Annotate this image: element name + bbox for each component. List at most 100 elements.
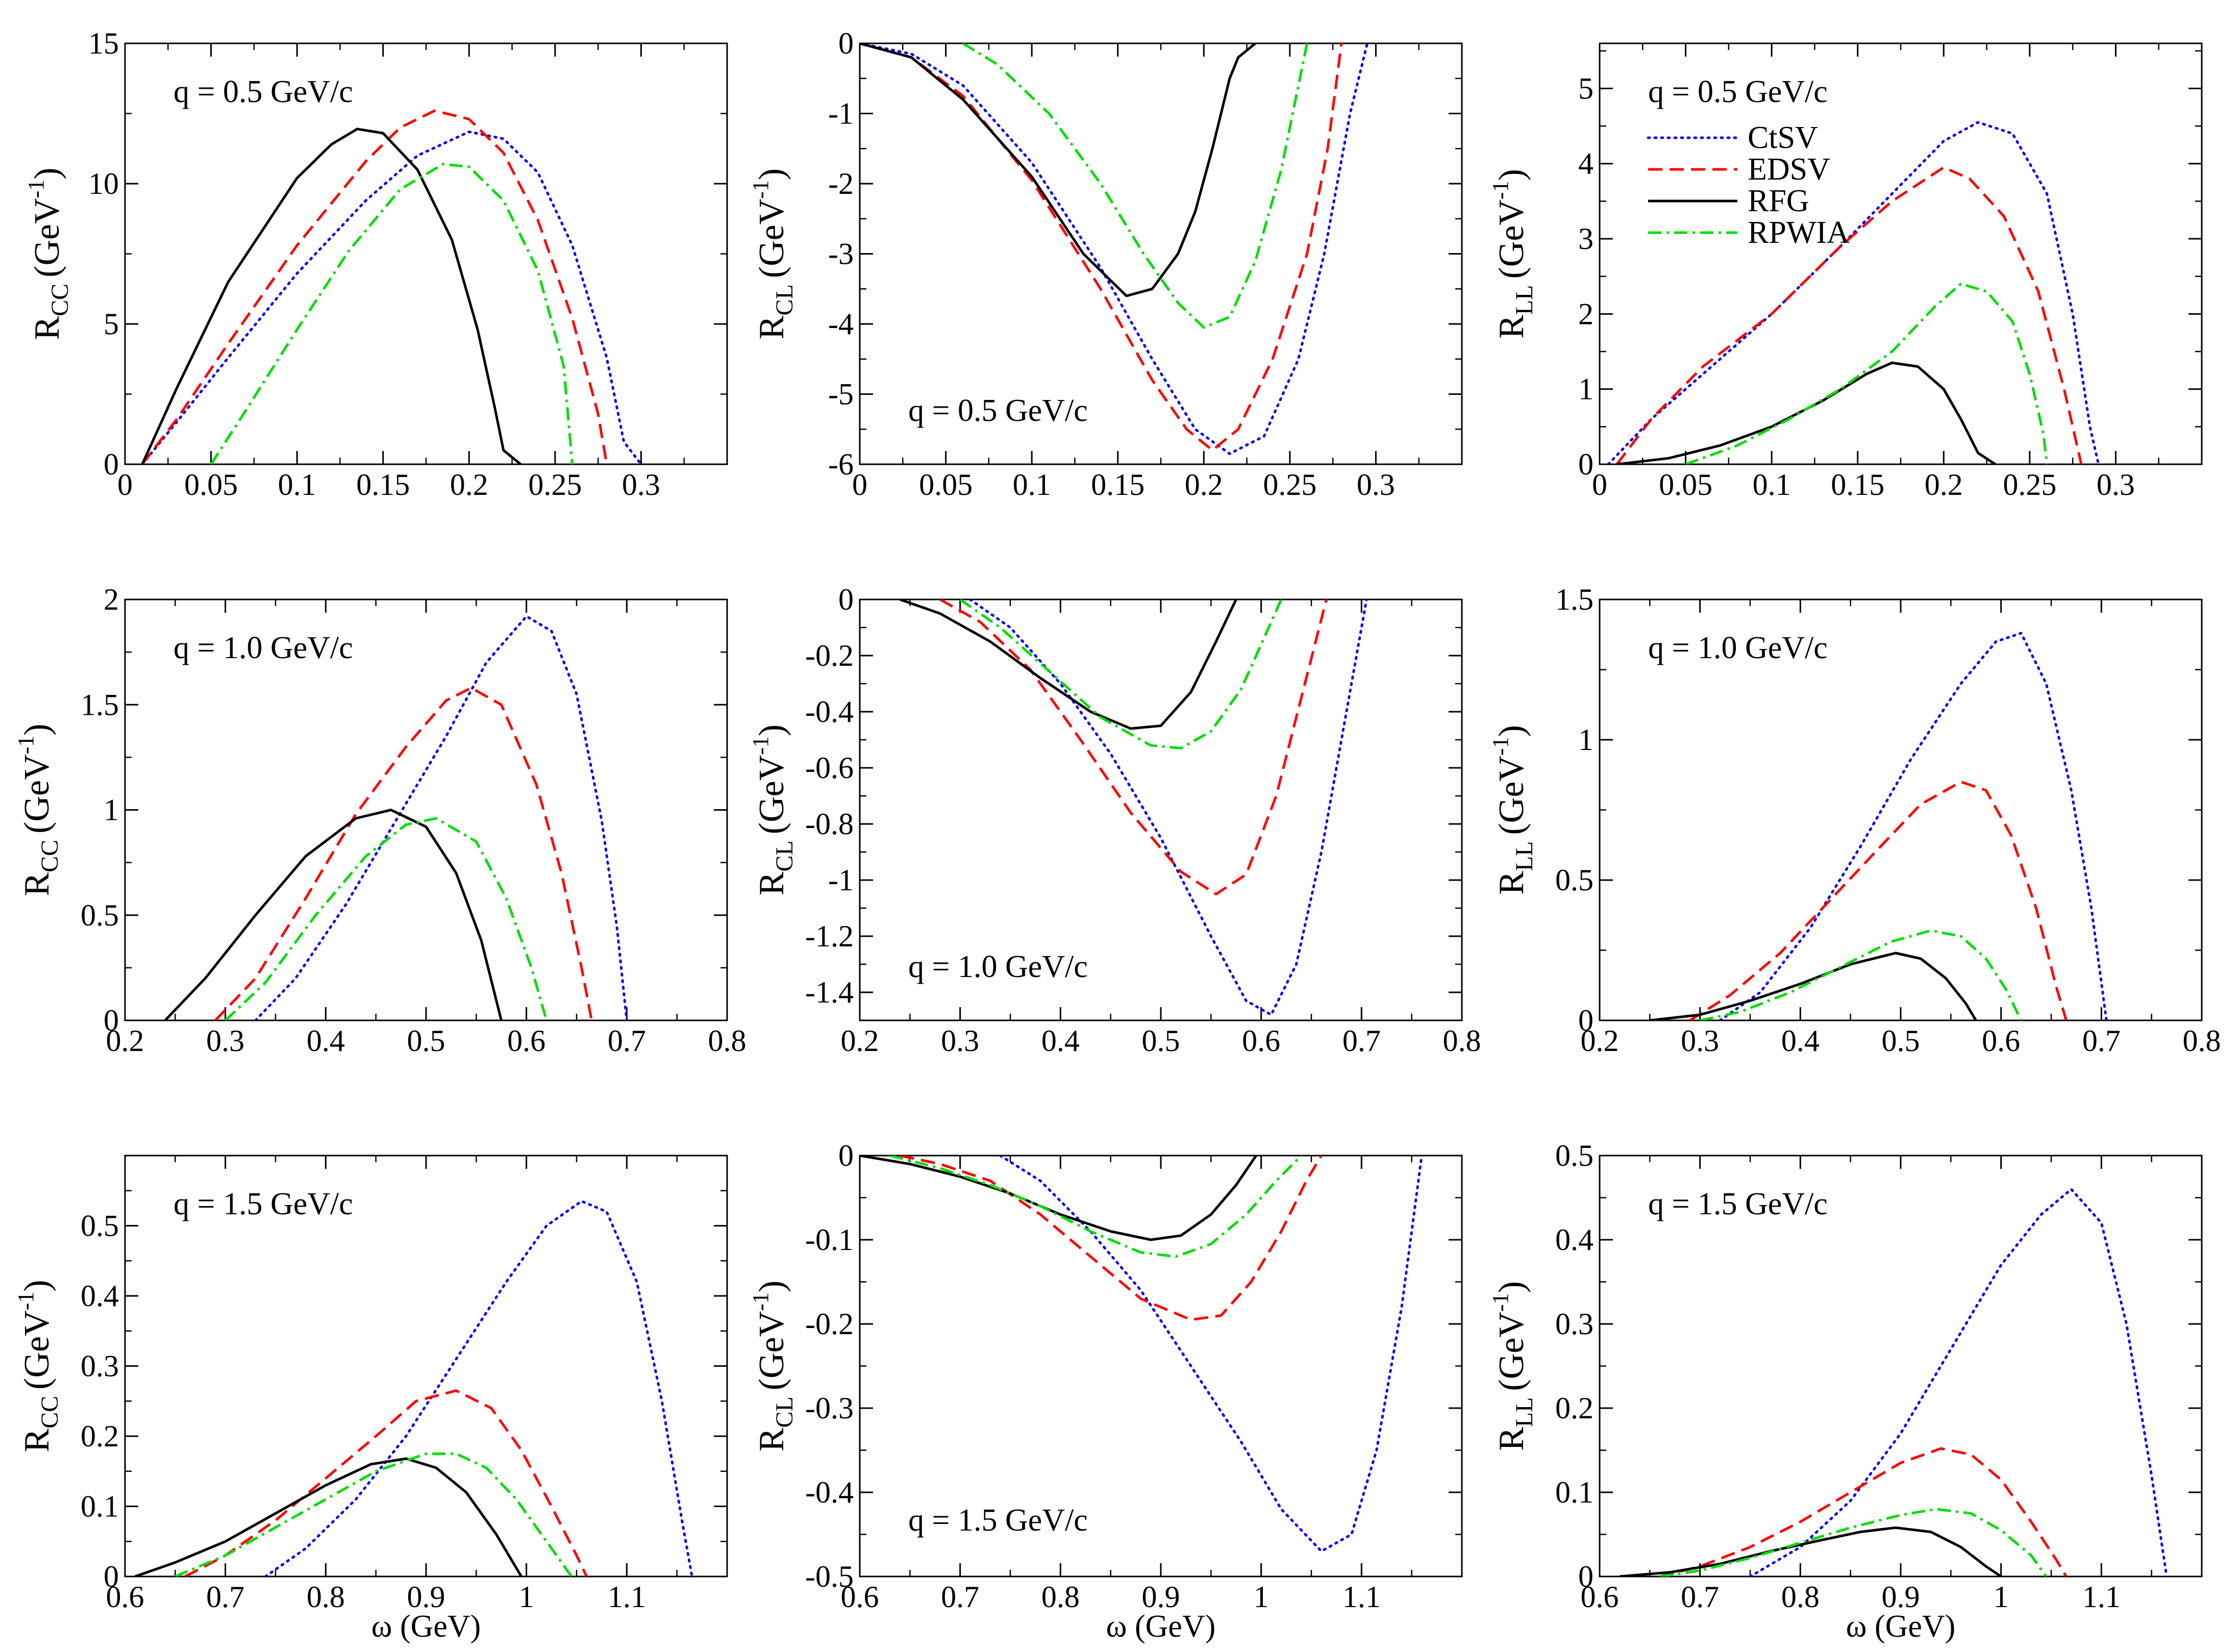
series-ctsv-line: [860, 43, 1369, 455]
x-tick-label: 1.1: [1342, 1580, 1381, 1614]
series-edsv-line: [1659, 1447, 2068, 1576]
panel-p10: 0.2 0.3 0.4 0.5 0.6 0.7 0.8 0 0.5 1 1.5 2 q = 1.0 Ge…: [13, 583, 746, 1058]
x-axis-label: ω (GeV): [371, 1609, 481, 1644]
y-axis-label: RCL(GeV-1): [748, 1281, 798, 1452]
x-tick-label: 0.2: [1581, 1024, 1619, 1058]
y-tick-label: 1: [104, 793, 119, 827]
q-value-label: q = 1.0 GeV/c: [1648, 631, 1828, 665]
series-rpwia-line: [1659, 1508, 2048, 1576]
q-value-label: q = 1.5 GeV/c: [1648, 1187, 1828, 1221]
q-value-label: q = 0.5 GeV/c: [173, 74, 353, 109]
x-tick-label: 0.5: [1882, 1024, 1920, 1058]
x-tick-label: 0.9: [407, 1580, 445, 1614]
x-tick-label: 0.2: [1185, 468, 1223, 502]
y-tick-label: -1: [828, 97, 854, 131]
x-tick-label: 0.9: [1142, 1580, 1180, 1614]
x-tick-label: 0.3: [206, 1024, 244, 1058]
y-tick-label: 0: [104, 447, 119, 481]
series-rpwia-line: [1700, 929, 2023, 1020]
x-tick-label: 0.8: [1781, 1580, 1820, 1614]
x-tick-label: 0: [117, 468, 133, 502]
x-tick-label: 0.7: [206, 1580, 244, 1614]
y-tick-label: -0.3: [805, 1391, 854, 1425]
y-tick-label: -6: [828, 447, 854, 481]
y-tick-label: 1: [1578, 372, 1594, 406]
q-value-label: q = 0.5 GeV/c: [1648, 74, 1828, 109]
x-tick-label: 0.6: [1242, 1024, 1280, 1058]
x-axis-label: ω (GeV): [1106, 1609, 1216, 1644]
y-tick-label: 2: [1578, 297, 1594, 331]
q-value-label: q = 1.0 GeV/c: [173, 631, 353, 665]
y-axis-label: RLL(GeV-1): [1488, 1281, 1538, 1451]
y-tick-label: 1: [1578, 723, 1594, 757]
x-tick-label: 0.8: [1041, 1580, 1080, 1614]
x-tick-label: 0.4: [1781, 1024, 1820, 1058]
series-ctsv-line: [1719, 632, 2108, 1020]
series-ctsv-line: [968, 599, 1368, 1016]
y-tick-label: 0: [838, 583, 854, 616]
y-axis-label: RCC(GeV-1): [23, 167, 73, 340]
x-tick-label: 0.6: [106, 1580, 144, 1614]
x-tick-label: 0.3: [941, 1024, 979, 1058]
y-tick-label: 2: [104, 583, 119, 616]
series-ctsv-line: [254, 615, 628, 1020]
y-tick-label: 0.5: [81, 898, 119, 932]
y-tick-label: 0.5: [81, 1209, 119, 1243]
y-tick-label: -1.2: [805, 919, 854, 953]
x-tick-label: 0: [1592, 468, 1607, 502]
panel-p00: 0 0.05 0.1 0.15 0.2 0.25 0.3 0 5 10 15 q = 0.5 GeV/…: [23, 27, 728, 502]
y-axis-label: RCC(GeV-1): [13, 1280, 63, 1452]
legend-label-edsv: EDSV: [1748, 152, 1830, 187]
series-rfg-line: [899, 599, 1237, 730]
x-tick-label: 0.7: [2082, 1024, 2121, 1058]
panel-p20: 0.6 0.7 0.8 0.9 1 1.1 0 0.1 0.2 0.3 0.4 0.5 q = 1.5 …: [13, 1155, 728, 1644]
y-tick-label: -0.4: [805, 695, 854, 729]
y-tick-label: -0.8: [805, 807, 854, 841]
y-tick-label: 0: [838, 27, 854, 60]
x-tick-label: 0.1: [278, 468, 316, 502]
x-tick-label: 0.7: [1342, 1024, 1381, 1058]
y-tick-label: 0.4: [81, 1279, 119, 1313]
x-tick-label: 0.3: [1681, 1024, 1719, 1058]
x-tick-label: 0.25: [1263, 468, 1316, 502]
x-tick-label: 0.8: [307, 1580, 345, 1614]
series-ctsv-line: [1749, 1188, 2168, 1576]
x-tick-label: 0.2: [450, 468, 488, 502]
series-rpwia-line: [1685, 282, 2049, 464]
y-tick-label: 0.1: [81, 1490, 119, 1523]
x-tick-label: 0.05: [919, 468, 973, 502]
y-tick-label: -0.6: [805, 751, 854, 785]
y-tick-label: 4: [1578, 147, 1594, 181]
panel-p02: 0 0.05 0.1 0.15 0.2 0.25 0.3 0 1 2 3 4 5 q = 0.5 GeV/…: [1488, 42, 2203, 502]
x-tick-label: 0.6: [841, 1580, 879, 1614]
x-tick-label: 0.3: [2097, 468, 2135, 502]
y-tick-label: 0: [1578, 1004, 1594, 1037]
q-value-label: q = 1.0 GeV/c: [908, 949, 1088, 984]
legend-label-rpwia: RPWIA: [1748, 215, 1850, 250]
series-rfg-line: [141, 128, 521, 464]
series-edsv-line: [860, 43, 1343, 452]
y-tick-label: 0.3: [1555, 1307, 1594, 1341]
y-axis-label: RLL(GeV-1): [1488, 169, 1538, 339]
x-tick-label: 1: [519, 1580, 534, 1614]
series-rpwia-line: [224, 817, 548, 1020]
x-tick-label: 0.25: [528, 468, 582, 502]
series-rpwia-line: [175, 1452, 573, 1576]
y-tick-label: -2: [828, 167, 854, 201]
x-tick-label: 1.1: [608, 1580, 646, 1614]
y-tick-label: 0.3: [81, 1349, 119, 1383]
y-tick-label: 0.2: [1555, 1391, 1594, 1425]
x-tick-label: 0: [852, 468, 867, 502]
series-rfg-line: [860, 1156, 1257, 1241]
x-tick-label: 0.1: [1013, 468, 1051, 502]
y-tick-label: 0: [1578, 1560, 1594, 1593]
y-axis-label: RCC(GeV-1): [13, 723, 63, 896]
y-tick-label: 5: [104, 307, 119, 341]
panel-p21: 0.6 0.7 0.8 0.9 1 1.1 -0.5 -0.4 -0.3 -0.2 -0.1 0 q =…: [748, 1139, 1463, 1644]
x-tick-label: 0.25: [2003, 468, 2056, 502]
x-tick-label: 0.3: [1357, 468, 1395, 502]
x-tick-label: 0.1: [1753, 468, 1791, 502]
y-tick-label: 3: [1578, 222, 1594, 256]
